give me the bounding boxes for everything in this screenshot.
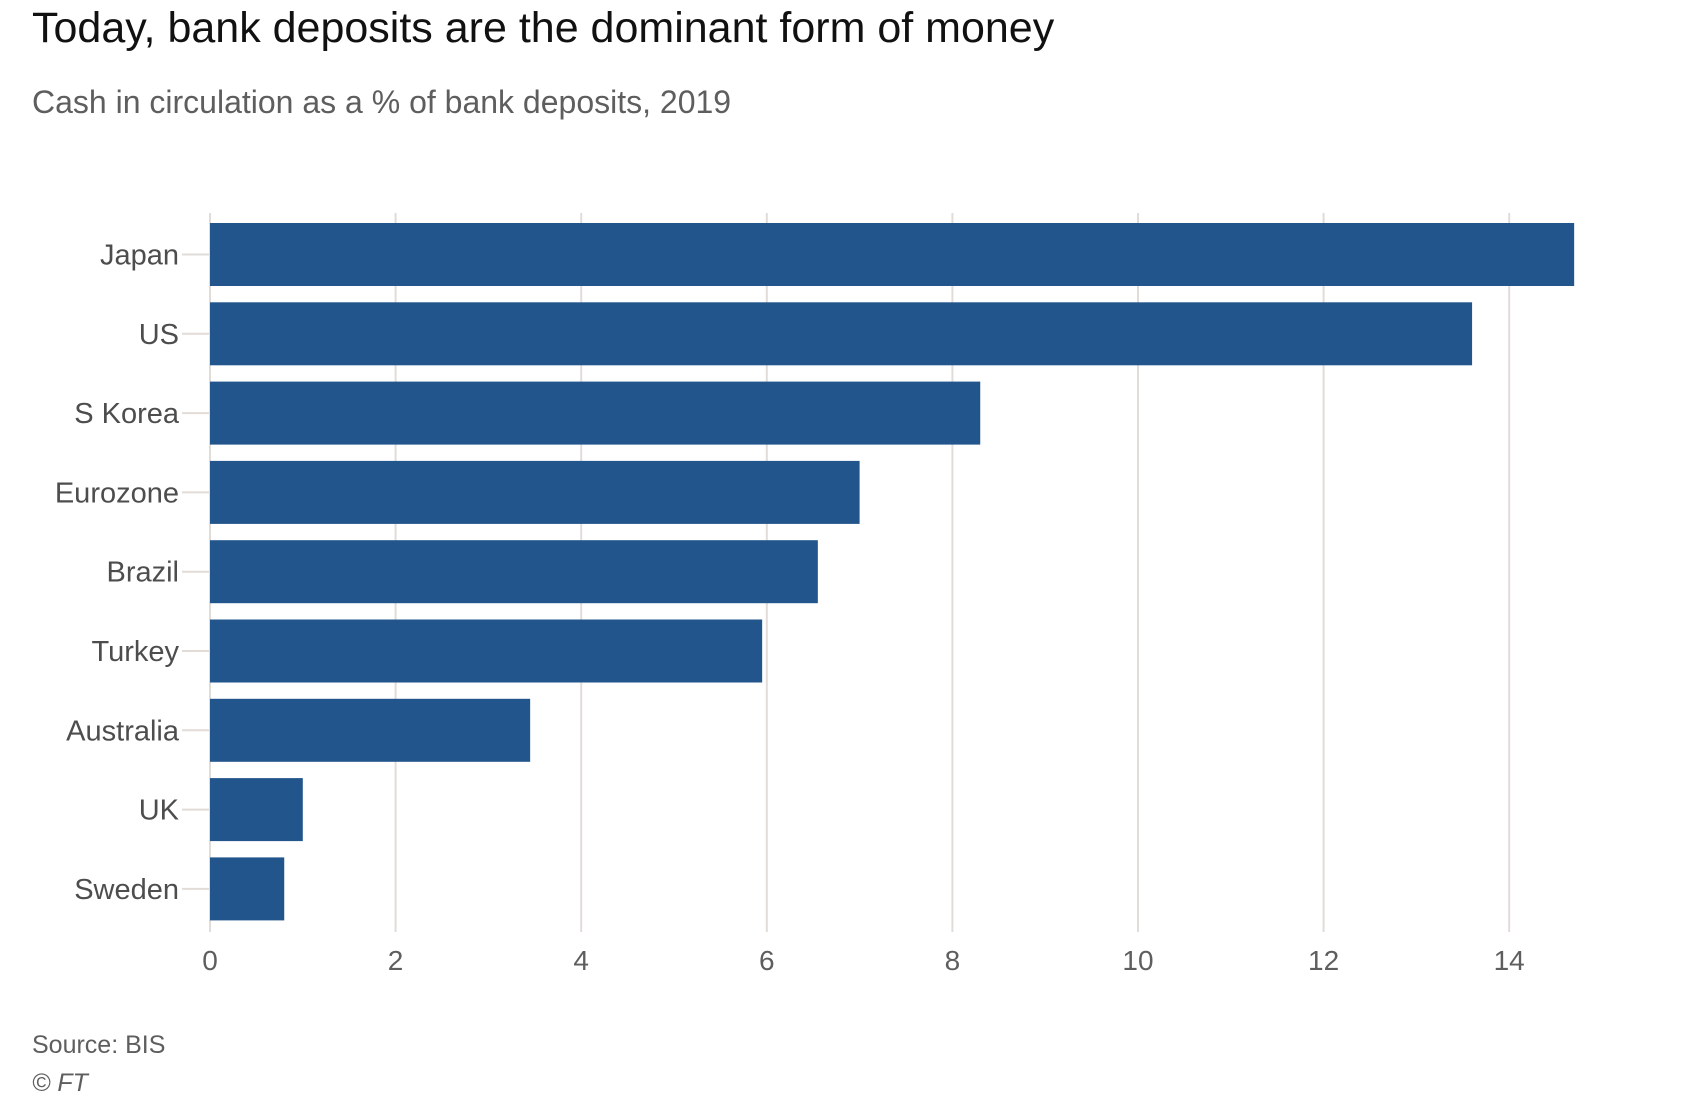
bar-sweden [210, 857, 285, 921]
category-label-japan: Japan [100, 240, 179, 272]
bar-japan [210, 223, 1575, 286]
x-tick-label-10: 10 [1122, 945, 1153, 976]
x-tick-label-0: 0 [202, 945, 218, 976]
x-tick-label-2: 2 [388, 945, 404, 976]
category-label-sweden: Sweden [74, 874, 179, 906]
chart-subtitle: Cash in circulation as a % of bank depos… [32, 84, 732, 120]
x-tick-label-6: 6 [759, 945, 775, 976]
chart-title: Today, bank deposits are the dominant fo… [32, 4, 1055, 52]
bar-s-korea [210, 381, 981, 445]
category-label-turkey: Turkey [91, 636, 179, 668]
x-tick-label-8: 8 [945, 945, 961, 976]
copyright-note: © FT [32, 1069, 88, 1097]
bar-brazil [210, 540, 818, 604]
bar-turkey [210, 619, 763, 683]
bar-us [210, 302, 1473, 366]
category-label-us: US [139, 319, 179, 351]
source-note: Source: BIS [32, 1031, 166, 1059]
bar-layer [210, 223, 1575, 921]
x-tick-label-layer: 0 2 4 6 8 10 12 14 [202, 945, 1525, 976]
bar-uk [210, 778, 303, 842]
bar-eurozone [210, 460, 860, 524]
category-label-uk: UK [139, 795, 180, 827]
x-tick-label-14: 14 [1494, 945, 1525, 976]
category-label-australia: Australia [66, 715, 180, 747]
category-label-eurozone: Eurozone [55, 477, 179, 509]
category-label-s-korea: S Korea [74, 398, 180, 430]
x-tick-label-12: 12 [1308, 945, 1339, 976]
x-tick-label-4: 4 [573, 945, 589, 976]
bar-australia [210, 698, 531, 762]
category-label-layer: Japan US S Korea Eurozone Brazil Turkey Austra… [55, 240, 210, 906]
category-label-brazil: Brazil [106, 557, 179, 589]
